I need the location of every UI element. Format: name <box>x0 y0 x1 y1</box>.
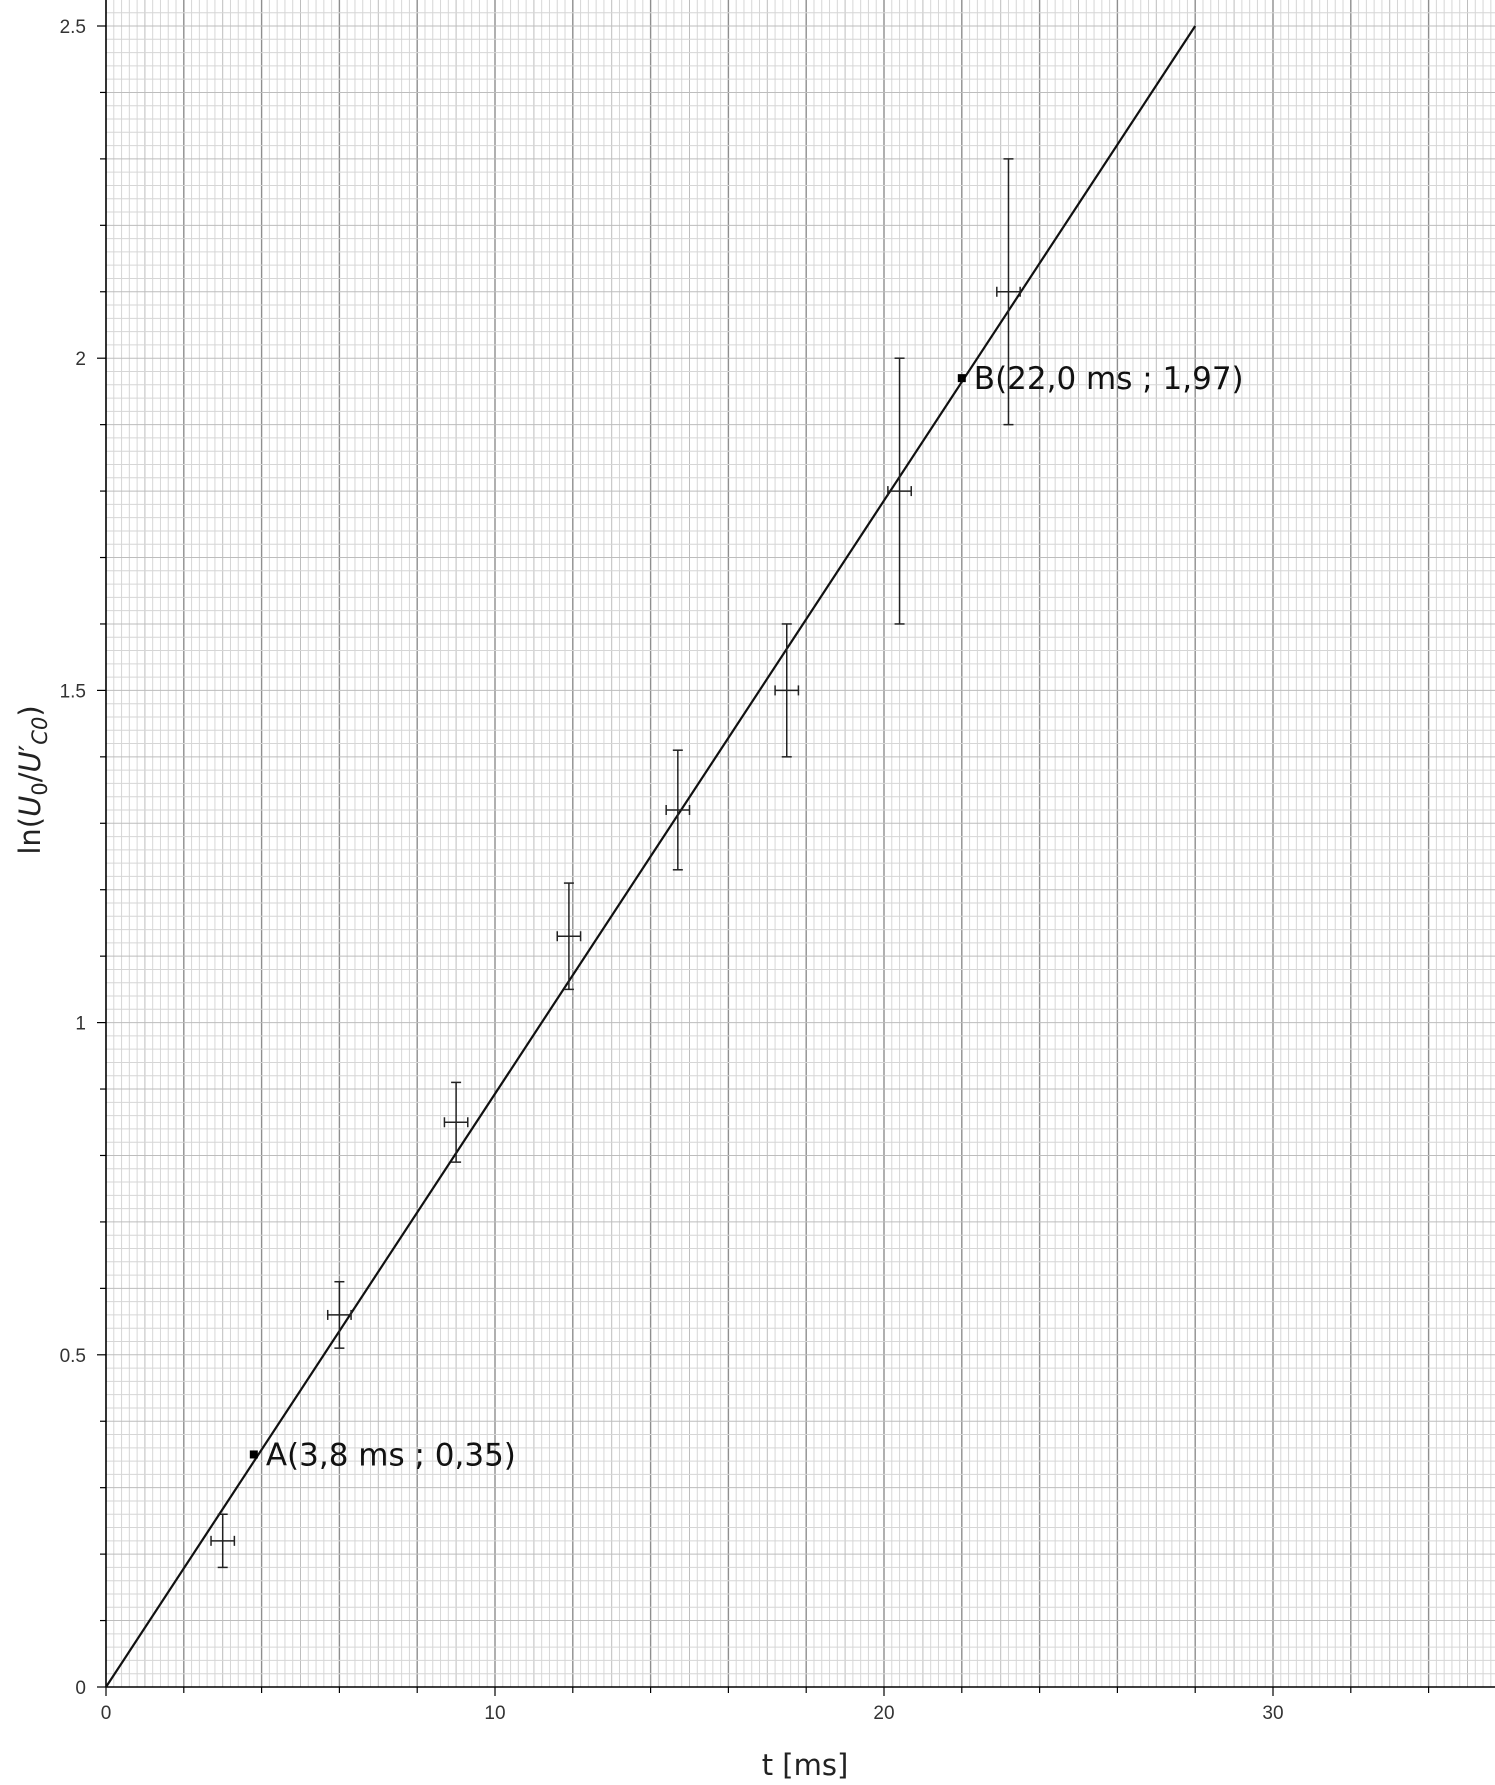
x-tick-label: 0 <box>101 1703 112 1724</box>
annotation-label: A(3,8 ms ; 0,35) <box>266 1437 516 1473</box>
y-tick-label: 1.5 <box>60 681 86 702</box>
data-point <box>443 1081 469 1163</box>
annotations: A(3,8 ms ; 0,35) B(22,0 ms ; 1,97) <box>249 361 1244 1473</box>
y-axis-title-num-sub: 0 <box>28 782 52 795</box>
y-axis-title: ln(U0/U′C0) <box>13 705 52 854</box>
y-axis-title-sep: / <box>13 772 47 782</box>
annotation-marker <box>249 1450 258 1459</box>
data-point <box>665 749 691 871</box>
y-axis-title-prefix: ln( <box>13 817 47 855</box>
y-tick-label: 0.5 <box>60 1346 86 1367</box>
y-tick-label: 0 <box>75 1678 86 1699</box>
data-points <box>210 158 1021 1569</box>
data-point <box>996 158 1021 426</box>
fit-line <box>105 25 1197 1688</box>
x-tick-label: 10 <box>484 1703 505 1724</box>
annotation-marker <box>957 374 966 383</box>
y-axis-title-den-prime: ′ <box>13 745 47 752</box>
y-axis-title-den-sub: C0 <box>28 717 52 745</box>
data-point <box>774 623 800 758</box>
y-axis-title-den-base: U <box>13 751 47 772</box>
data-point <box>326 1280 352 1349</box>
x-axis-title: t [ms] <box>762 1748 849 1782</box>
y-axis-title-num-base: U <box>13 796 47 817</box>
y-tick-label: 1 <box>75 1014 86 1035</box>
axes: 0 10 20 30 0 0.5 1 1.5 2 2.5 <box>60 0 1495 1724</box>
fit-line-layer <box>105 25 1197 1688</box>
axis-labels: t [ms] ln(U0/U′C0) <box>13 705 848 1782</box>
data-point <box>887 357 912 625</box>
y-axis-title-suffix: ) <box>13 705 47 716</box>
data-point <box>556 882 582 991</box>
y-tick-label: 2.5 <box>60 17 86 38</box>
x-tick-label: 20 <box>873 1703 894 1724</box>
y-tick-label: 2 <box>75 349 86 370</box>
x-tick-label: 30 <box>1262 1703 1283 1724</box>
annotation-label: B(22,0 ms ; 1,97) <box>974 361 1244 397</box>
grid <box>106 0 1495 1687</box>
data-point <box>210 1513 236 1569</box>
